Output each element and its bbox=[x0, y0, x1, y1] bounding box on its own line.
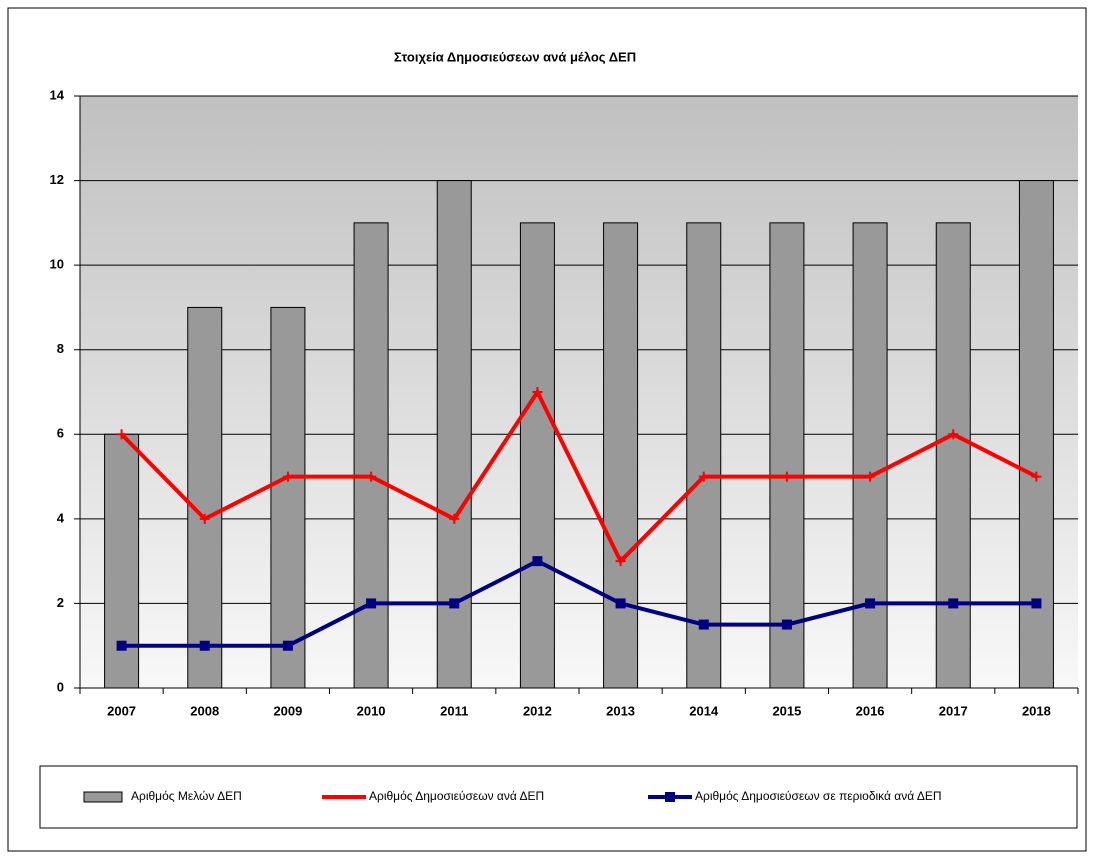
legend-swatch bbox=[83, 791, 123, 803]
marker bbox=[366, 598, 377, 609]
marker bbox=[865, 471, 876, 482]
marker bbox=[1031, 471, 1042, 482]
bar bbox=[519, 222, 555, 689]
y-tick-label: 6 bbox=[57, 426, 64, 441]
marker bbox=[532, 556, 543, 567]
bar bbox=[187, 306, 223, 689]
bar bbox=[436, 180, 472, 689]
bar bbox=[769, 222, 805, 689]
line bbox=[121, 558, 1037, 648]
marker bbox=[615, 598, 626, 609]
legend-label: Αριθμός Δημοσιεύσεων σε περιοδικά ανά ΔΕ… bbox=[695, 789, 942, 803]
x-tick-label: 2008 bbox=[190, 703, 219, 718]
marker bbox=[116, 429, 127, 440]
x-tick-label: 2011 bbox=[440, 703, 468, 718]
bar bbox=[935, 222, 971, 689]
y-tick-label: 14 bbox=[50, 87, 65, 102]
x-tick-label: 2009 bbox=[273, 703, 302, 718]
marker bbox=[366, 471, 377, 482]
marker bbox=[698, 471, 709, 482]
x-tick-label: 2010 bbox=[357, 703, 386, 718]
x-tick-label: 2007 bbox=[107, 703, 136, 718]
legend-label: Αριθμός Μελών ΔΕΠ bbox=[131, 789, 242, 803]
line bbox=[120, 387, 1038, 565]
marker bbox=[282, 471, 293, 482]
marker bbox=[698, 619, 709, 630]
marker bbox=[532, 387, 543, 397]
y-tick-label: 0 bbox=[57, 679, 64, 694]
y-tick-label: 2 bbox=[57, 595, 64, 610]
marker bbox=[199, 640, 210, 651]
legend: Αριθμός Μελών ΔΕΠ Αριθμός Δημοσιεύσεων αν… bbox=[83, 789, 942, 803]
y-tick-label: 12 bbox=[50, 172, 64, 187]
x-tick-label: 2018 bbox=[1022, 703, 1051, 718]
plot-area bbox=[80, 96, 1078, 688]
chart-title: Στοιχεία Δημοσιεύσεων ανά μέλος ΔΕΠ bbox=[394, 49, 636, 64]
bar bbox=[1018, 180, 1054, 689]
marker bbox=[116, 640, 127, 651]
x-tick-label: 2012 bbox=[523, 703, 552, 718]
marker bbox=[449, 598, 460, 609]
y-tick-label: 8 bbox=[57, 341, 64, 356]
x-tick-label: 2015 bbox=[772, 703, 801, 718]
bar bbox=[353, 222, 389, 689]
bar bbox=[686, 222, 722, 689]
marker bbox=[865, 598, 876, 609]
marker bbox=[948, 598, 959, 609]
y-tick-label: 4 bbox=[57, 510, 65, 525]
bar bbox=[852, 222, 888, 689]
marker bbox=[282, 640, 293, 651]
marker bbox=[948, 429, 959, 440]
x-tick-label: 2014 bbox=[689, 703, 719, 718]
marker bbox=[781, 471, 792, 482]
marker bbox=[615, 556, 626, 567]
legend-label: Αριθμός Δημοσιεύσεων ανά ΔΕΠ bbox=[369, 789, 544, 803]
bar bbox=[603, 222, 639, 689]
legend-marker bbox=[665, 792, 675, 802]
x-tick-label: 2017 bbox=[939, 703, 968, 718]
bar bbox=[270, 306, 306, 689]
y-tick-label: 10 bbox=[50, 257, 64, 272]
legend-box bbox=[39, 765, 1078, 829]
x-tick-label: 2016 bbox=[856, 703, 885, 718]
marker bbox=[781, 619, 792, 630]
marker bbox=[449, 513, 460, 524]
marker bbox=[199, 513, 210, 524]
x-tick-label: 2013 bbox=[606, 703, 635, 718]
marker bbox=[1031, 598, 1042, 609]
